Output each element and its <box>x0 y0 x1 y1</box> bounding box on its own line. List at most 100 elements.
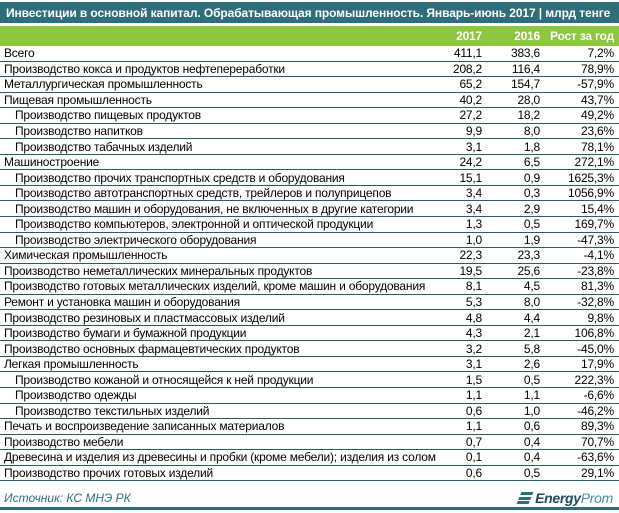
value-2017: 411,1 <box>437 46 487 62</box>
value-2017: 208,2 <box>437 61 487 78</box>
table-row: Производство автотранспортных средств, т… <box>0 185 619 202</box>
table-row: Производство кожаной и относящейся к ней… <box>0 371 619 389</box>
value-2016: 154,7 <box>487 76 545 93</box>
value-2017: 65,2 <box>437 76 487 93</box>
table-row: Химическая промышленность 22,3 23,3 -4,1% <box>0 247 619 264</box>
table-row: Печать и воспроизведение записанных мате… <box>0 418 619 435</box>
value-2017: 22,3 <box>437 247 487 264</box>
value-growth: 15,4% <box>545 200 619 218</box>
table-row: Производство текстильных изделий 0,6 1,0 -4… <box>0 403 619 420</box>
value-2017: 0,1 <box>437 449 487 466</box>
row-label: Производство текстильных изделий <box>0 403 437 420</box>
row-label: Производство одежды <box>0 387 437 404</box>
table-row: Машиностроение 24,2 6,5 272,1% <box>0 154 619 171</box>
value-2017: 8,1 <box>437 278 487 295</box>
row-label: Производство компьютеров, электронной и … <box>0 216 437 233</box>
energyprom-stripes-icon <box>516 492 534 505</box>
table-row: Производство табачных изделий 3,1 1,8 78,1% <box>0 138 619 155</box>
value-growth: 70,7% <box>545 434 619 451</box>
value-2017: 40,2 <box>437 92 487 109</box>
value-2016: 2,6 <box>487 356 545 373</box>
value-growth: 78,9% <box>545 61 619 78</box>
value-2016: 0,6 <box>487 418 545 435</box>
value-growth: 1625,3% <box>545 169 619 186</box>
value-growth: -46,2% <box>545 403 619 420</box>
value-2017: 0,6 <box>437 403 487 420</box>
value-2016: 2,9 <box>487 200 545 218</box>
row-label: Производство электрического оборудования <box>0 232 437 249</box>
row-label: Производство прочих готовых изделий <box>0 465 437 482</box>
value-2016: 0,9 <box>487 169 545 186</box>
value-2016: 0,5 <box>487 216 545 233</box>
value-2017: 3,4 <box>437 185 487 202</box>
table-row: Металлургическая промышленность 65,2 154,7… <box>0 76 619 93</box>
table-row: Ремонт и установка машин и оборудования 5… <box>0 294 619 311</box>
value-2016: 0,5 <box>487 465 545 482</box>
row-label: Производство кожаной и относящейся к ней… <box>0 371 437 389</box>
row-label: Ремонт и установка машин и оборудования <box>0 294 437 311</box>
table-row: Производство электрического оборудования… <box>0 232 619 249</box>
table-row: Производство кокса и продуктов нефтепере… <box>0 61 619 78</box>
column-header-industry <box>0 26 437 46</box>
source-note: Источник: КС МНЭ РК <box>4 491 131 506</box>
value-2017: 0,7 <box>437 434 487 451</box>
value-2016: 6,5 <box>487 154 545 171</box>
value-2016: 8,0 <box>487 294 545 311</box>
column-header-2016: 2016 <box>487 26 545 46</box>
row-label: Производство готовых металлических издел… <box>0 278 437 295</box>
value-growth: 49,2% <box>545 107 619 124</box>
value-growth: 89,3% <box>545 418 619 435</box>
value-2017: 4,8 <box>437 309 487 326</box>
row-label: Древесина и изделия из древесины и пробк… <box>0 449 437 466</box>
row-label: Производство неметаллических минеральных… <box>0 263 437 280</box>
value-growth: 9,8% <box>545 309 619 326</box>
value-growth: 169,7% <box>545 216 619 233</box>
row-label: Легкая промышленность <box>0 356 437 373</box>
column-header-growth: Рост за год <box>545 26 619 46</box>
value-2016: 1,8 <box>487 138 545 155</box>
value-growth: 7,2% <box>545 46 619 62</box>
value-2016: 0,4 <box>487 449 545 466</box>
value-2016: 25,6 <box>487 263 545 280</box>
value-2017: 5,3 <box>437 294 487 311</box>
value-2016: 383,6 <box>487 46 545 62</box>
value-growth: 78,1% <box>545 138 619 155</box>
value-2017: 1,5 <box>437 371 487 389</box>
logo-text: EnergyProm <box>535 490 613 506</box>
row-label: Производство кокса и продуктов нефтепере… <box>0 61 437 78</box>
value-growth: -32,8% <box>545 294 619 311</box>
energyprom-logo: EnergyProm <box>516 490 613 506</box>
value-2017: 3,2 <box>437 340 487 357</box>
table-row: Производство одежды 1,1 1,1 -6,6% <box>0 387 619 404</box>
row-label: Производство машин и оборудования, не вк… <box>0 200 437 218</box>
value-growth: -45,0% <box>545 340 619 357</box>
value-growth: -6,6% <box>545 387 619 404</box>
table-row: Производство прочих готовых изделий 0,6 0,… <box>0 465 619 482</box>
value-2017: 9,9 <box>437 123 487 140</box>
table-header: 2017 2016 Рост за год <box>0 26 619 46</box>
value-growth: -57,9% <box>545 76 619 93</box>
value-growth: -4,1% <box>545 247 619 264</box>
table-row: Производство пищевых продуктов 27,2 18,2 49… <box>0 107 619 124</box>
row-label: Производство прочих транспортных средств… <box>0 169 437 186</box>
row-label: Химическая промышленность <box>0 247 437 264</box>
value-2017: 1,1 <box>437 418 487 435</box>
value-2017: 3,4 <box>437 200 487 218</box>
value-2017: 1,0 <box>437 232 487 249</box>
table-row: Производство машин и оборудования, не вк… <box>0 200 619 218</box>
value-2016: 4,5 <box>487 278 545 295</box>
value-2016: 116,4 <box>487 61 545 78</box>
value-2017: 19,5 <box>437 263 487 280</box>
value-2017: 27,2 <box>437 107 487 124</box>
value-2016: 18,2 <box>487 107 545 124</box>
page-title: Инвестиции в основной капитал. Обрабатыв… <box>0 2 619 23</box>
row-label: Производство напитков <box>0 123 437 140</box>
bottom-divider <box>0 507 619 510</box>
value-growth: -47,3% <box>545 232 619 249</box>
table-row: Производство основных фармацевтических п… <box>0 340 619 357</box>
value-2016: 23,3 <box>487 247 545 264</box>
value-2017: 1,1 <box>437 387 487 404</box>
logo-text-bold: Energy <box>535 490 581 507</box>
table-row: Производство резиновых и пластмассовых и… <box>0 309 619 326</box>
